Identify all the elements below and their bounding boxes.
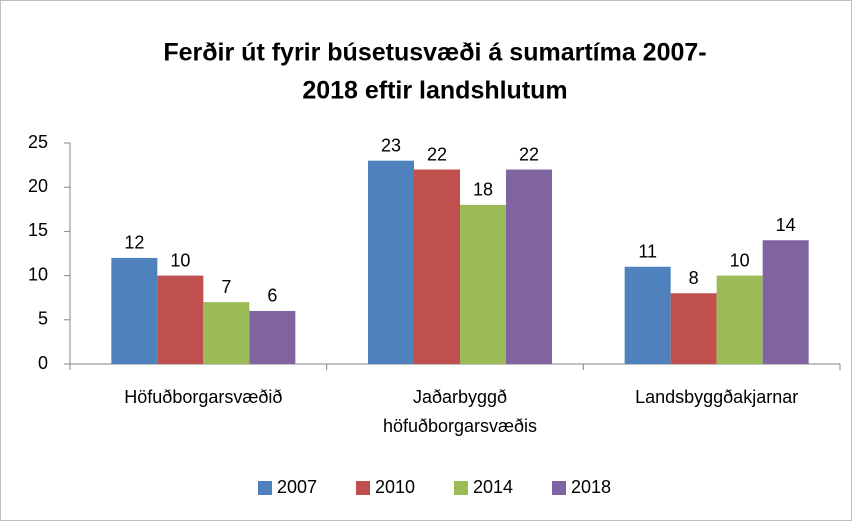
legend-label: 2014: [473, 477, 513, 497]
data-label: 8: [689, 268, 699, 288]
data-label: 22: [519, 144, 539, 164]
data-label: 18: [473, 180, 493, 200]
legend-swatch: [552, 481, 566, 495]
y-tick-label: 20: [28, 176, 48, 196]
data-label: 23: [381, 135, 401, 155]
x-tick-label: Jaðarbyggð höfuðborgarsvæðis: [383, 387, 537, 436]
legend-swatch: [258, 481, 272, 495]
bar: [506, 169, 552, 364]
bar: [460, 204, 506, 364]
bar: [716, 275, 763, 364]
bar: [111, 257, 158, 364]
data-label: 7: [221, 277, 231, 297]
y-tick-label: 15: [28, 220, 48, 240]
data-label: 10: [170, 250, 190, 270]
bar: [414, 169, 460, 364]
data-label: 6: [267, 286, 277, 306]
bar: [670, 293, 717, 364]
chart-title: Ferðir út fyrir búsetusvæði á sumartíma …: [163, 39, 706, 67]
x-tick-label: Landsbyggðakjarnar: [635, 387, 798, 407]
bar: [157, 275, 204, 364]
data-label: 14: [776, 215, 796, 235]
legend-swatch: [356, 481, 370, 495]
data-label: 10: [730, 250, 750, 270]
legend-label: 2010: [375, 477, 415, 497]
bar: [762, 240, 809, 364]
legend-label: 2018: [571, 477, 611, 497]
x-tick-label: Höfuðborgarsvæðið: [124, 387, 282, 407]
legend-swatch: [454, 481, 468, 495]
chart-title: 2018 eftir landshlutum: [302, 77, 567, 105]
bar: [624, 266, 671, 364]
y-tick-label: 10: [28, 264, 48, 284]
bar: [203, 302, 250, 364]
data-label: 22: [427, 144, 447, 164]
bar: [368, 160, 414, 364]
y-tick-label: 25: [28, 132, 48, 152]
data-label: 12: [124, 233, 144, 253]
y-tick-label: 0: [38, 353, 48, 373]
data-label: 11: [638, 242, 657, 262]
y-tick-label: 5: [38, 309, 48, 329]
legend-label: 2007: [277, 477, 317, 497]
bar: [249, 310, 296, 364]
